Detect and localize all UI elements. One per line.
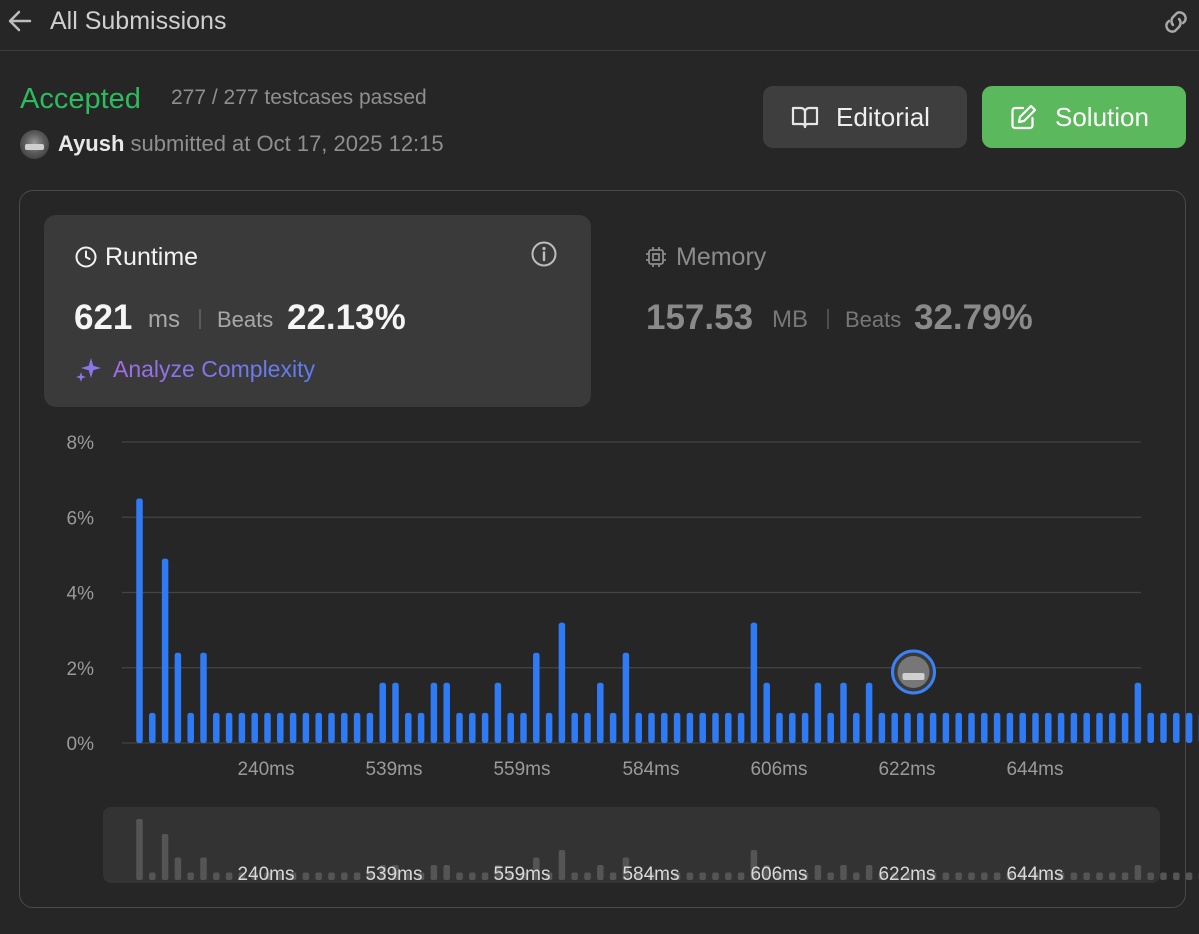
runtime-unit: ms [148, 306, 180, 333]
stats-panel [19, 190, 1186, 908]
runtime-card[interactable] [44, 215, 591, 407]
sparkle-icon[interactable] [75, 355, 103, 383]
memory-title[interactable]: Memory [676, 243, 767, 271]
editorial-button[interactable]: Editorial [763, 86, 967, 148]
avatar[interactable] [20, 130, 49, 159]
memory-beats-label: Beats [845, 307, 902, 332]
memory-unit: MB [772, 306, 808, 333]
editorial-label: Editorial [836, 102, 930, 132]
status-accepted: Accepted [20, 83, 141, 115]
solution-button[interactable]: Solution [982, 86, 1186, 148]
mini-bar[interactable] [1185, 872, 1193, 880]
chip-icon[interactable] [644, 245, 668, 269]
submitter-line: Ayush submitted at Oct 17, 2025 12:15 [58, 130, 444, 158]
book-icon [791, 106, 819, 129]
edit-icon [1011, 104, 1037, 130]
info-icon[interactable] [530, 240, 558, 268]
arrow-left-icon[interactable] [6, 8, 34, 34]
memory-value: 157.53 [646, 298, 754, 337]
runtime-beats-label: Beats [217, 307, 274, 332]
memory-beats-value: 32.79% [914, 298, 1033, 337]
all-submissions-link[interactable]: All Submissions [50, 7, 227, 35]
runtime-divider [199, 309, 201, 329]
memory-divider [827, 309, 829, 329]
runtime-title: Runtime [105, 243, 199, 271]
top-bar: All Submissions [0, 0, 1199, 51]
bar[interactable] [1185, 712, 1193, 743]
submitted-time: submitted at Oct 17, 2025 12:15 [130, 131, 444, 156]
testcases-passed: 277 / 277 testcases passed [171, 86, 427, 109]
analyze-complexity-link[interactable]: Analyze Complexity [113, 356, 315, 382]
clock-icon [75, 246, 97, 268]
link-icon[interactable] [1160, 8, 1192, 36]
solution-label: Solution [1055, 102, 1149, 132]
user-name[interactable]: Ayush [58, 131, 125, 156]
runtime-beats-value: 22.13% [287, 298, 406, 337]
runtime-value: 621 [74, 298, 133, 337]
